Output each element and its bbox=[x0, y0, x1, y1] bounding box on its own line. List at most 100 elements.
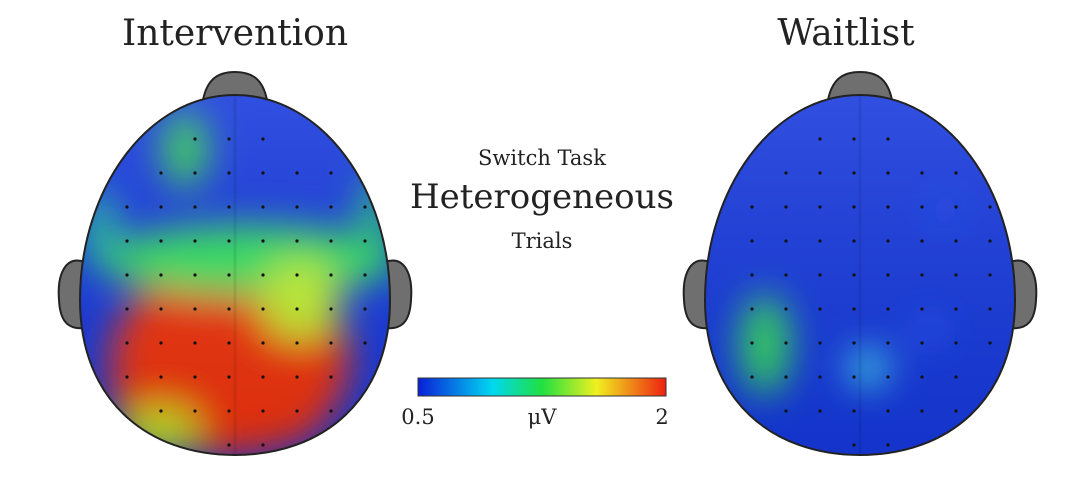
electrode bbox=[988, 205, 992, 209]
electrode bbox=[295, 307, 299, 311]
colorbar-unit: μV bbox=[528, 405, 558, 429]
electrode bbox=[261, 205, 265, 209]
electrode bbox=[227, 205, 231, 209]
electrode bbox=[954, 205, 958, 209]
electrode bbox=[227, 171, 231, 175]
electrode bbox=[784, 341, 788, 345]
electrode bbox=[193, 409, 197, 413]
electrode bbox=[193, 137, 197, 141]
electrode bbox=[886, 409, 890, 413]
electrode bbox=[193, 171, 197, 175]
electrode bbox=[954, 273, 958, 277]
electrode bbox=[363, 205, 367, 209]
electrode bbox=[886, 205, 890, 209]
electrode bbox=[363, 307, 367, 311]
electrode bbox=[852, 443, 856, 447]
electrode bbox=[920, 341, 924, 345]
head bbox=[682, 70, 1038, 457]
electrode bbox=[988, 307, 992, 311]
electrode bbox=[193, 375, 197, 379]
ear bbox=[384, 259, 413, 330]
subtitle: Trials bbox=[512, 229, 573, 253]
electrode bbox=[750, 273, 754, 277]
electrode bbox=[125, 375, 129, 379]
electrode bbox=[818, 341, 822, 345]
electrode bbox=[886, 239, 890, 243]
electrode bbox=[227, 409, 231, 413]
electrode bbox=[988, 239, 992, 243]
activity bbox=[705, 95, 1015, 455]
electrode bbox=[261, 171, 265, 175]
electrode bbox=[295, 239, 299, 243]
electrode bbox=[227, 239, 231, 243]
electrode bbox=[125, 341, 129, 345]
electrode bbox=[988, 341, 992, 345]
electrode bbox=[852, 307, 856, 311]
electrode bbox=[329, 375, 333, 379]
electrode bbox=[954, 409, 958, 413]
electrode bbox=[750, 205, 754, 209]
electrode bbox=[954, 375, 958, 379]
electrode bbox=[261, 239, 265, 243]
electrode bbox=[125, 239, 129, 243]
electrode bbox=[920, 205, 924, 209]
electrode bbox=[159, 341, 163, 345]
electrode bbox=[886, 273, 890, 277]
electrode bbox=[125, 273, 129, 277]
electrode bbox=[818, 375, 822, 379]
electrode bbox=[920, 273, 924, 277]
electrode bbox=[261, 341, 265, 345]
electrode bbox=[954, 239, 958, 243]
electrode bbox=[886, 375, 890, 379]
sheen bbox=[80, 95, 390, 455]
electrode bbox=[159, 409, 163, 413]
electrode bbox=[193, 341, 197, 345]
electrode bbox=[125, 205, 129, 209]
electrode bbox=[954, 341, 958, 345]
electrode bbox=[920, 375, 924, 379]
electrode bbox=[852, 273, 856, 277]
electrode bbox=[159, 239, 163, 243]
electrode bbox=[227, 375, 231, 379]
electrode bbox=[295, 409, 299, 413]
electrode bbox=[295, 341, 299, 345]
electrode bbox=[159, 273, 163, 277]
electrode bbox=[227, 137, 231, 141]
electrode bbox=[852, 205, 856, 209]
electrode bbox=[852, 375, 856, 379]
electrode bbox=[954, 307, 958, 311]
electrode bbox=[159, 375, 163, 379]
electrode bbox=[193, 239, 197, 243]
electrode bbox=[886, 137, 890, 141]
electrode bbox=[852, 341, 856, 345]
electrode bbox=[227, 443, 231, 447]
electrode bbox=[295, 171, 299, 175]
subtitle: Switch Task bbox=[478, 146, 606, 170]
electrode bbox=[818, 273, 822, 277]
outline bbox=[703, 93, 1017, 457]
sheen bbox=[705, 95, 1015, 455]
electrode bbox=[886, 443, 890, 447]
electrode bbox=[227, 307, 231, 311]
electrode bbox=[261, 443, 265, 447]
electrode bbox=[363, 239, 367, 243]
electrode bbox=[750, 307, 754, 311]
electrode bbox=[295, 205, 299, 209]
panel-title: Intervention bbox=[122, 13, 348, 54]
electrode bbox=[329, 341, 333, 345]
electrode bbox=[920, 239, 924, 243]
electrode bbox=[329, 205, 333, 209]
electrode bbox=[227, 341, 231, 345]
electrode bbox=[363, 273, 367, 277]
electrode bbox=[784, 409, 788, 413]
colorbar bbox=[417, 377, 667, 397]
electrode bbox=[886, 171, 890, 175]
electrode bbox=[750, 341, 754, 345]
electrode bbox=[329, 307, 333, 311]
ear bbox=[682, 259, 711, 330]
electrode bbox=[125, 307, 129, 311]
electrode bbox=[784, 307, 788, 311]
electrode bbox=[363, 341, 367, 345]
electrode bbox=[920, 307, 924, 311]
